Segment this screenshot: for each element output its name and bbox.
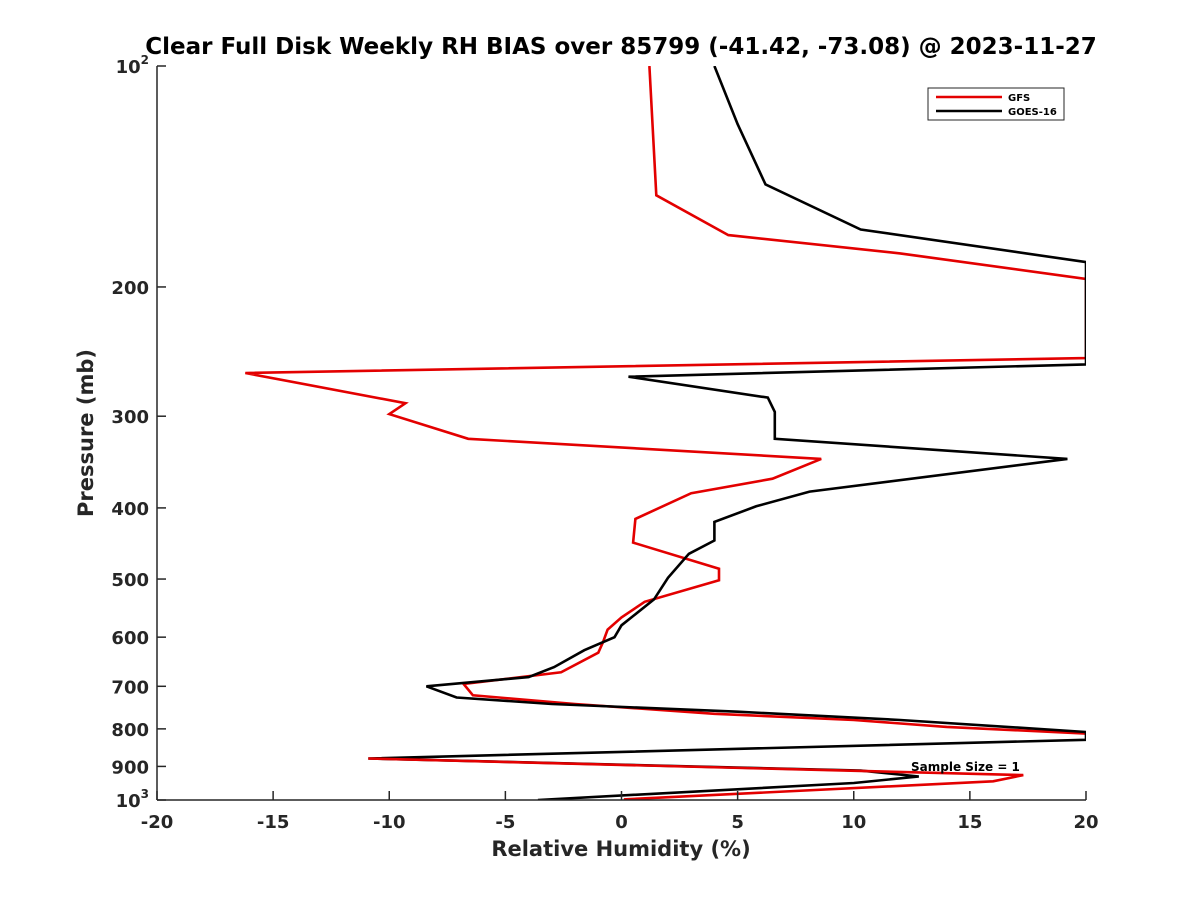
y-tick-label: 800 — [111, 720, 149, 741]
legend-entry-gfs: GFS — [1008, 93, 1030, 104]
legend-entry-goes16: GOES-16 — [1008, 107, 1057, 118]
x-tick-label: 15 — [957, 812, 982, 833]
y-tick-label: 102 — [116, 53, 149, 78]
legend-box — [927, 87, 1065, 121]
ticks-layer: -20 -15 -10 -5 0 5 10 15 20 102 200 300 400 500 600 700… — [111, 53, 1098, 833]
x-tick-label: -5 — [495, 812, 515, 833]
sample-size-annotation: Sample Size = 1 — [911, 760, 1020, 774]
series-line-segment-2 — [368, 757, 1024, 800]
chart-title: Clear Full Disk Weekly RH BIAS over 8579… — [145, 34, 1097, 60]
y-tick-label: 300 — [111, 407, 149, 428]
y-tick-label: 103 — [116, 787, 149, 812]
x-tick-label: -10 — [373, 812, 406, 833]
series-layer — [245, 66, 1086, 800]
y-tick-label: 500 — [111, 570, 149, 591]
series-line-gfs — [245, 66, 1086, 735]
y-tick-label: 700 — [111, 677, 149, 698]
y-axis-label: Pressure (mb) — [74, 349, 98, 517]
plot-area: -20 -15 -10 -5 0 5 10 15 20 102 200 300 400 500 600 700… — [111, 53, 1098, 833]
x-tick-label: -20 — [141, 812, 174, 833]
y-tick-label: 200 — [111, 278, 149, 299]
x-tick-label: 0 — [615, 812, 628, 833]
y-tick-label: 400 — [111, 499, 149, 520]
y-tick-label: 600 — [111, 628, 149, 649]
plot-background — [157, 66, 1086, 800]
x-tick-label: 10 — [841, 812, 866, 833]
x-tick-label: -15 — [257, 812, 290, 833]
series-line-goes16 — [368, 66, 1086, 800]
legend: GFS GOES-16 — [927, 87, 1065, 121]
x-tick-label: 5 — [731, 812, 744, 833]
x-axis-label: Relative Humidity (%) — [491, 837, 750, 861]
y-tick-label: 900 — [111, 757, 149, 778]
x-tick-label: 20 — [1073, 812, 1098, 833]
